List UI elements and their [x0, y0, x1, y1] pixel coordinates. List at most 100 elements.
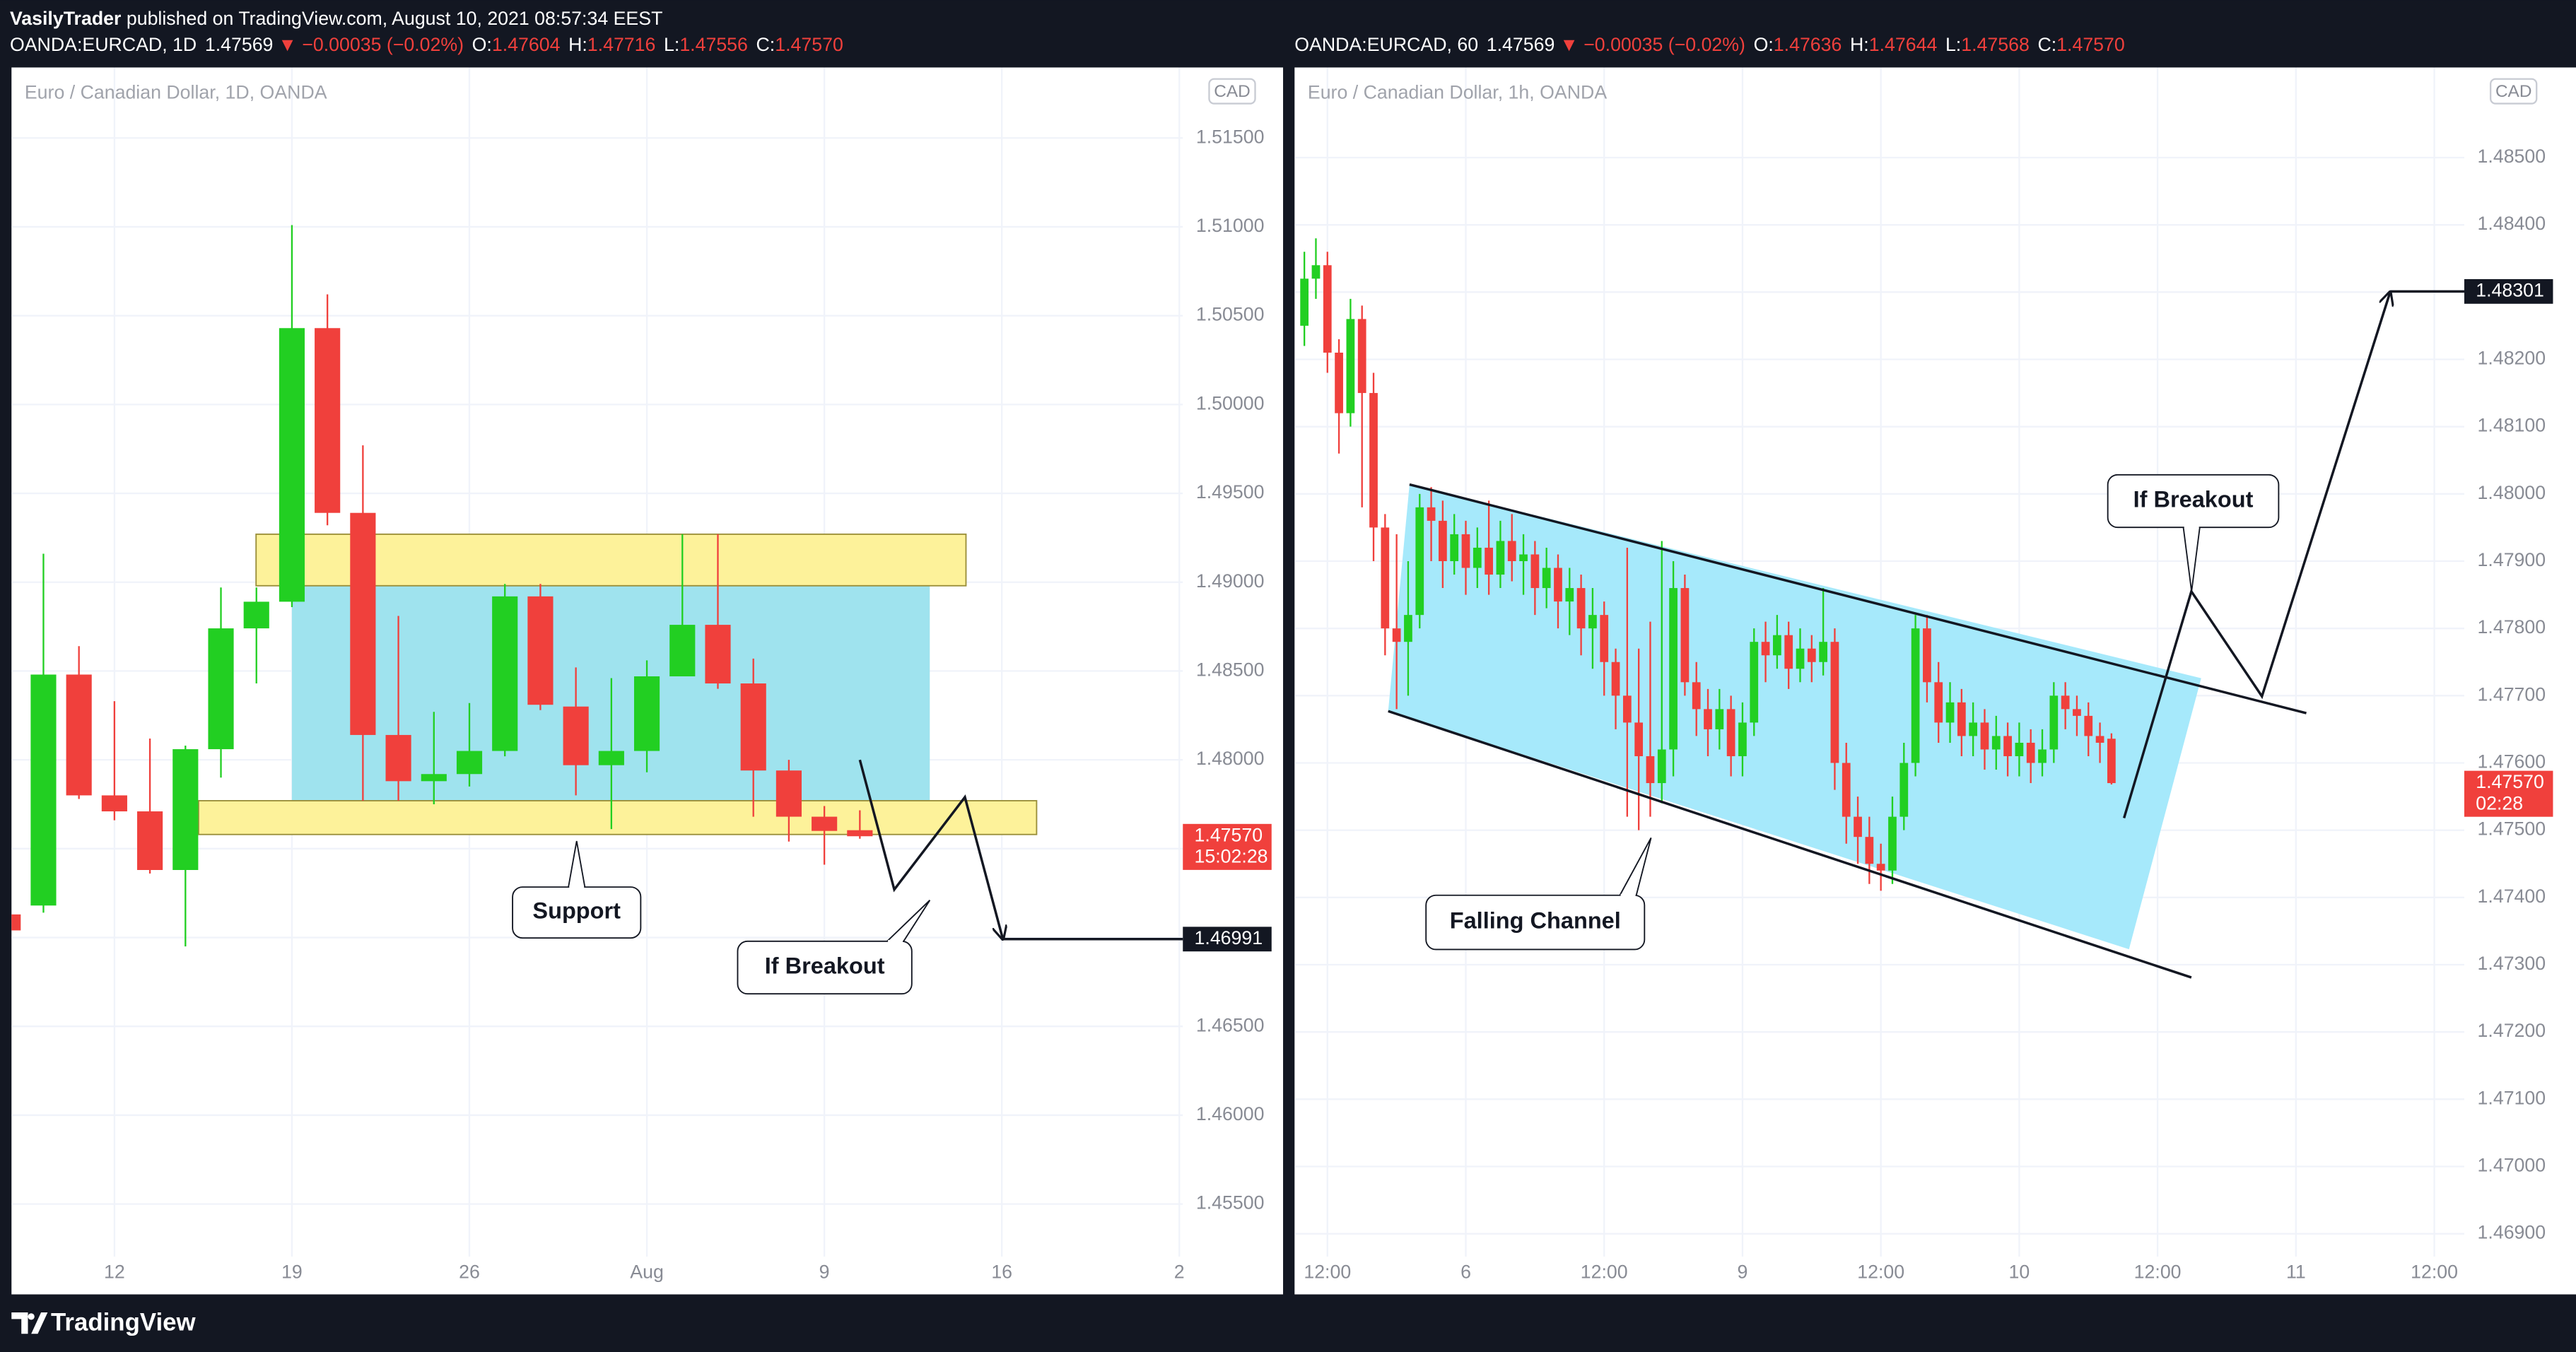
y-tick-label: 1.48000: [1196, 748, 1265, 769]
candle-body: [633, 676, 660, 751]
x-tick-label: 16: [991, 1261, 1012, 1282]
y-tick-label: 1.48100: [2478, 415, 2546, 436]
candle-body: [1888, 816, 1897, 871]
ohlc-label: O:: [472, 34, 492, 55]
channel: [1388, 484, 2201, 950]
x-tick-label: 6: [1460, 1261, 1471, 1282]
candle-body: [1323, 265, 1332, 353]
candle-body: [2049, 695, 2059, 750]
candle-body: [2095, 736, 2104, 743]
candle-body: [66, 674, 92, 796]
candle-body: [1830, 642, 1839, 763]
ohlc-value: 1.47636: [1774, 34, 1842, 55]
candle-body: [1311, 265, 1321, 279]
candle-body: [1392, 628, 1401, 642]
candle-body: [2061, 695, 2070, 710]
candle-body: [1554, 568, 1562, 602]
candle-body: [1899, 763, 1909, 817]
y-tick-label: 1.47000: [2478, 1155, 2546, 1176]
callout-pointer: [2182, 527, 2201, 592]
candle-body: [2038, 749, 2047, 763]
currency-box: [1208, 78, 1256, 105]
candle-body: [1565, 588, 1574, 602]
candle-body: [1980, 722, 1989, 750]
candle-body: [1485, 547, 1493, 575]
y-tick-label: 1.47200: [2478, 1020, 2546, 1041]
candle-body: [1876, 864, 1885, 871]
candle-body: [1415, 507, 1424, 616]
y-tick-label: 1.46500: [1196, 1014, 1265, 1035]
x-tick-label: 26: [459, 1261, 480, 1282]
candle-body: [1381, 527, 1390, 629]
change: ▼ −0.00035 (−0.02%): [278, 34, 464, 55]
candle-body: [385, 734, 411, 782]
x-tick-label: 12:00: [1857, 1261, 1904, 1282]
plot: [11, 225, 1038, 947]
candle-body: [1519, 554, 1528, 561]
candle-body: [1819, 642, 1827, 662]
x-tick-label: 9: [819, 1261, 830, 1282]
candle-body: [1404, 615, 1412, 642]
candle-body: [1704, 709, 1712, 729]
candle-body: [30, 674, 57, 906]
candle-body: [1957, 702, 1966, 736]
candle-body: [2084, 715, 2093, 736]
x-tick-label: Aug: [630, 1261, 664, 1282]
y-tick-label: 1.47900: [2478, 549, 2546, 570]
brand: TradingView: [51, 1309, 197, 1336]
y-tick-label: 1.48200: [2478, 348, 2546, 369]
y-tick-label: 1.51000: [1196, 215, 1265, 236]
candle-body: [1427, 507, 1436, 521]
candle-body: [2107, 739, 2116, 784]
x-tick-label: 12:00: [1581, 1261, 1628, 1282]
price-label-box: [1183, 823, 1272, 870]
candle-body: [101, 795, 127, 812]
x-tick-label: 12:00: [2411, 1261, 2458, 1282]
candle-body: [172, 749, 199, 870]
candle-body: [1842, 763, 1851, 817]
chart-title: Euro / Canadian Dollar, 1h, OANDA: [1308, 82, 1607, 103]
candle-body: [1530, 554, 1540, 589]
y-tick-label: 1.49000: [1196, 570, 1265, 592]
candle-body: [2003, 736, 2012, 756]
ohlc-value: 1.47644: [1869, 34, 1938, 55]
legend: OANDA:EURCAD, 1D 1.47569 ▼ −0.00035 (−0.02…: [10, 34, 843, 55]
candle-body: [1761, 642, 1770, 656]
price: 1.47569: [205, 34, 274, 55]
x-tick-label: 9: [1738, 1261, 1748, 1282]
price-label-time: 02:28: [2476, 792, 2523, 813]
callout-box: [737, 940, 913, 995]
candle-body: [2026, 742, 2035, 763]
y-tick-label: 1.48500: [1196, 659, 1265, 681]
trend-line: [1388, 710, 2192, 979]
ohlc-label: L:: [1945, 34, 1961, 55]
candle-body: [456, 751, 483, 775]
callout-pointer: [1619, 837, 1652, 896]
candle-body: [1634, 722, 1644, 756]
y-tick-label: 1.47700: [2478, 683, 2546, 705]
symbol: OANDA:EURCAD, 1D: [10, 34, 197, 55]
currency-box: [2489, 78, 2538, 105]
y-tick-label: 1.48400: [2478, 213, 2546, 234]
y-tick-label: 1.47800: [2478, 616, 2546, 637]
zone: [197, 800, 1038, 835]
candle-body: [1542, 568, 1551, 589]
callout-text: If Breakout: [765, 953, 885, 979]
candle-body: [1934, 682, 1943, 723]
candle-body: [563, 706, 589, 765]
change: ▼ −0.00035 (−0.02%): [1559, 34, 1745, 55]
plot: [1300, 238, 2390, 979]
logo: [11, 1312, 48, 1334]
candle-body: [421, 774, 447, 782]
candle-body: [279, 328, 305, 602]
candle-body: [1854, 816, 1862, 837]
candle-body: [1911, 628, 1920, 763]
callout-text: If Breakout: [2133, 487, 2254, 512]
candle-body: [1611, 662, 1620, 696]
candle-body: [1588, 615, 1597, 629]
candle-body: [1496, 541, 1505, 575]
y-tick-label: 1.50500: [1196, 304, 1265, 325]
candle-body: [11, 914, 21, 931]
x-tick-label: 19: [281, 1261, 303, 1282]
